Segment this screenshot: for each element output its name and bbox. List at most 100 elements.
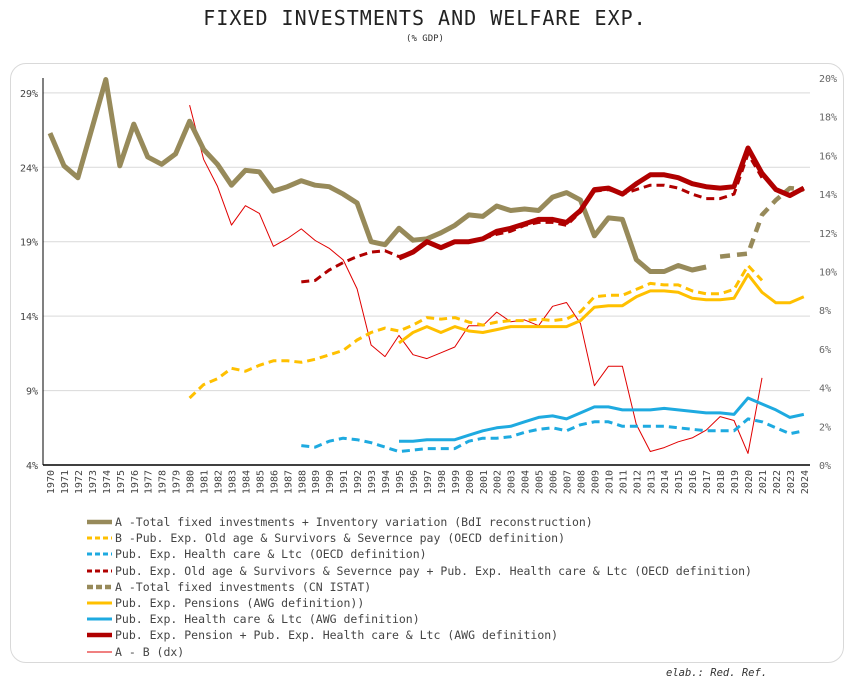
x-tick-label: 2008	[576, 470, 587, 494]
y-left-tick-label: 9%	[26, 387, 38, 398]
x-tick-label: 2005	[535, 470, 546, 494]
legend-label: A -Total fixed investments + Inventory v…	[115, 515, 593, 530]
x-tick-label: 2019	[730, 470, 741, 494]
legend-swatch	[87, 617, 112, 621]
x-tick-label: 1985	[255, 470, 266, 494]
x-tick-label: 1980	[186, 470, 197, 494]
x-tick-label: 1973	[88, 470, 99, 494]
legend-item: A - B (dx)	[85, 644, 752, 660]
x-tick-label: 1999	[451, 470, 462, 494]
legend-item: Pub. Exp. Pension + Pub. Exp. Health car…	[85, 627, 752, 643]
x-tick-label: 1991	[339, 470, 350, 494]
legend-label: B -Pub. Exp. Old age & Survivors & Sever…	[115, 531, 566, 546]
legend-label: Pub. Exp. Health care & Ltc (AWG definit…	[115, 612, 420, 627]
chart-frame	[10, 63, 844, 663]
legend-swatch	[87, 651, 112, 653]
y-right-tick-label: 4%	[819, 384, 831, 395]
legend-swatch	[87, 584, 112, 590]
x-tick-label: 2014	[660, 470, 671, 494]
series-line-8	[189, 104, 763, 454]
x-tick-label: 1996	[409, 470, 420, 494]
y-right-tick-label: 14%	[819, 190, 837, 201]
series-line-2	[301, 417, 805, 454]
y-right-tick-label: 18%	[819, 113, 837, 124]
series-line-1	[188, 264, 764, 400]
x-tick-label: 2016	[688, 470, 699, 494]
y-right-tick-label: 2%	[819, 422, 831, 433]
x-tick-label: 1986	[269, 470, 280, 494]
x-tick-label: 1984	[241, 470, 252, 494]
y-right-tick-label: 0%	[819, 461, 831, 472]
x-tick-label: 2017	[702, 470, 713, 494]
x-tick-label: 2023	[786, 470, 797, 494]
legend-item: Pub. Exp. Health care & Ltc (AWG definit…	[85, 611, 752, 627]
x-tick-label: 2001	[479, 470, 490, 494]
legend-item: Pub. Exp. Old age & Survivors & Severnce…	[85, 563, 752, 579]
y-right-tick-label: 20%	[819, 74, 837, 85]
x-tick-label: 1993	[367, 470, 378, 494]
chart-title: FIXED INVESTMENTS AND WELFARE EXP.	[203, 6, 647, 30]
x-tick-label: 1970	[46, 470, 57, 494]
x-tick-label: 2022	[772, 470, 783, 494]
chart-legend: A -Total fixed investments + Inventory v…	[85, 514, 752, 660]
legend-item: Pub. Exp. Health care & Ltc (OECD defini…	[85, 546, 752, 562]
x-tick-label: 1997	[423, 470, 434, 494]
x-tick-label: 2007	[563, 470, 574, 494]
x-tick-label: 1979	[172, 470, 183, 494]
x-tick-label: 2006	[549, 470, 560, 494]
chart-subtitle: (% GDP)	[406, 34, 444, 44]
x-tick-label: 1983	[227, 470, 238, 494]
legend-label: Pub. Exp. Pensions (AWG definition))	[115, 596, 365, 611]
x-tick-label: 1989	[311, 470, 322, 494]
x-tick-label: 2018	[716, 470, 727, 494]
x-tick-label: 2012	[632, 470, 643, 494]
x-tick-label: 1992	[353, 470, 364, 494]
series-line-0	[47, 77, 707, 274]
y-left-tick-label: 29%	[20, 89, 38, 100]
x-tick-label: 2021	[758, 470, 769, 494]
legend-swatch	[87, 633, 112, 638]
x-tick-label: 1972	[74, 470, 85, 494]
x-tick-label: 1994	[381, 470, 392, 494]
x-tick-label: 2003	[507, 470, 518, 494]
x-tick-label: 1995	[395, 470, 406, 494]
y-right-tick-label: 6%	[819, 345, 831, 356]
y-left-tick-label: 4%	[26, 461, 38, 472]
legend-swatch	[87, 601, 112, 605]
legend-label: Pub. Exp. Pension + Pub. Exp. Health car…	[115, 628, 559, 643]
legend-label: Pub. Exp. Old age & Survivors & Severnce…	[115, 563, 752, 578]
y-right-tick-label: 12%	[819, 229, 837, 240]
series-line-6	[399, 396, 805, 443]
legend-label: A - B (dx)	[115, 644, 185, 659]
y-left-tick-label: 14%	[20, 312, 38, 323]
x-tick-label: 2015	[674, 470, 685, 494]
x-tick-label: 2009	[590, 470, 601, 494]
series-line-3	[301, 152, 764, 284]
x-tick-label: 1990	[325, 470, 336, 494]
x-tick-label: 2000	[465, 470, 476, 494]
legend-label: Pub. Exp. Health care & Ltc (OECD defini…	[115, 547, 427, 562]
y-right-tick-label: 8%	[819, 306, 831, 317]
legend-swatch	[87, 519, 112, 525]
y-left-tick-label: 19%	[20, 238, 38, 249]
x-tick-label: 1998	[437, 470, 448, 494]
x-tick-label: 2020	[744, 470, 755, 494]
x-tick-label: 1978	[158, 470, 169, 494]
x-tick-label: 2024	[800, 470, 811, 494]
x-tick-label: 2011	[618, 470, 629, 494]
series-line-5	[398, 273, 805, 345]
series-line-4	[719, 185, 805, 259]
series-line-7	[398, 145, 805, 261]
y-left-tick-label: 24%	[20, 163, 38, 174]
source-note: elab.: Red. Ref.	[666, 667, 768, 679]
y-right-tick-label: 16%	[819, 151, 837, 162]
x-tick-label: 1974	[102, 470, 113, 494]
x-tick-label: 1981	[200, 470, 211, 494]
y-right-tick-label: 10%	[819, 268, 837, 279]
legend-swatch	[87, 536, 112, 540]
x-tick-label: 1982	[214, 470, 225, 494]
legend-item: A -Total fixed investments (CN ISTAT)	[85, 579, 752, 595]
legend-item: A -Total fixed investments + Inventory v…	[85, 514, 752, 530]
x-tick-label: 2004	[521, 470, 532, 494]
